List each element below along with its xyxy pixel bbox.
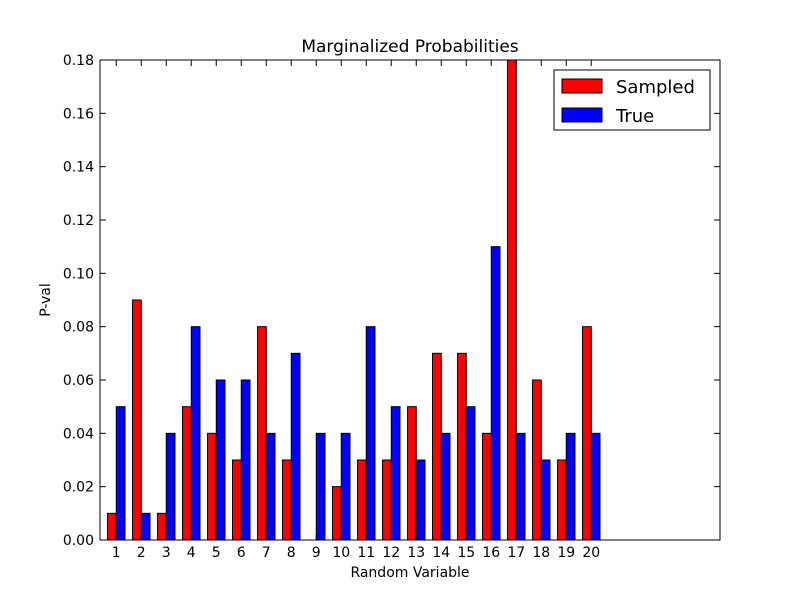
x-tick-label: 17: [507, 545, 525, 561]
bar-true-6: [240, 379, 251, 541]
bar-sampled-3: [157, 512, 167, 541]
bar-sampled-14: [432, 352, 442, 541]
y-tick-label: 0.16: [63, 106, 94, 122]
bar-sampled-11: [357, 459, 367, 541]
bar-sampled-17: [507, 59, 517, 541]
y-axis-label: P-val: [38, 283, 54, 317]
x-axis-label: Random Variable: [350, 565, 469, 581]
bar-true-11: [365, 326, 376, 541]
x-tick-label: 13: [407, 545, 425, 561]
bar-true-19: [565, 432, 576, 541]
legend-swatch-true: [561, 107, 603, 123]
x-tick-label: 4: [187, 545, 196, 561]
x-tick-label: 3: [162, 545, 171, 561]
x-tick-label: 5: [212, 545, 221, 561]
y-tick-label: 0.08: [63, 320, 94, 336]
bar-true-15: [465, 406, 476, 541]
x-tick-label: 15: [457, 545, 475, 561]
bar-sampled-6: [232, 459, 242, 541]
bar-true-3: [165, 432, 176, 541]
x-tick-label: 6: [237, 545, 246, 561]
y-tick-label: 0.12: [63, 213, 94, 229]
bar-sampled-18: [532, 379, 542, 541]
bar-true-16: [490, 246, 501, 541]
x-tick-label: 12: [382, 545, 400, 561]
bar-true-14: [440, 432, 451, 541]
bar-sampled-15: [457, 352, 467, 541]
bar-true-13: [415, 459, 426, 541]
y-tick-label: 0.00: [63, 533, 94, 549]
x-tick-label: 8: [287, 545, 296, 561]
bar-sampled-2: [132, 299, 142, 541]
bar-sampled-4: [182, 406, 192, 541]
legend-label-true: True: [615, 106, 654, 127]
bar-sampled-7: [257, 326, 267, 541]
ticks-group: 0.00 0.02 0.04 0.06 0.08 0.10 0.12 0.14 0.16 0.18…: [63, 53, 720, 561]
legend-swatch-sampled: [561, 78, 603, 94]
bar-true-4: [190, 326, 201, 541]
x-tick-label: 9: [312, 545, 321, 561]
x-tick-label: 2: [137, 545, 146, 561]
bar-true-20: [590, 432, 601, 541]
x-tick-label: 16: [482, 545, 500, 561]
x-tick-label: 20: [582, 545, 600, 561]
y-tick-label: 0.18: [63, 53, 94, 69]
bar-true-12: [390, 406, 401, 541]
bar-true-17: [515, 432, 526, 541]
y-tick-label: 0.02: [63, 480, 94, 496]
bar-sampled-12: [382, 459, 392, 541]
bar-true-9: [315, 432, 326, 541]
chart-title: Marginalized Probabilities: [301, 37, 518, 57]
y-tick-label: 0.14: [63, 160, 94, 176]
plot-frame: [99, 59, 721, 541]
bar-sampled-19: [557, 459, 567, 541]
bar-true-18: [540, 459, 551, 541]
y-tick-label: 0.06: [63, 373, 94, 389]
bar-sampled-1: [107, 512, 117, 541]
bar-true-1: [115, 406, 126, 541]
y-tick-label: 0.10: [63, 266, 94, 282]
bar-true-7: [265, 432, 276, 541]
bar-true-5: [215, 379, 226, 541]
bar-true-10: [340, 432, 351, 541]
x-tick-label: 1: [112, 545, 121, 561]
bar-sampled-20: [582, 326, 592, 541]
bar-sampled-10: [332, 486, 342, 541]
x-tick-label: 18: [532, 545, 550, 561]
bar-true-8: [290, 352, 301, 541]
legend: Sampled True: [553, 69, 711, 131]
bar-sampled-5: [207, 432, 217, 541]
bar-sampled-13: [407, 406, 417, 541]
bar-sampled-8: [282, 459, 292, 541]
bar-true-2: [140, 512, 151, 541]
x-tick-label: 19: [557, 545, 575, 561]
x-tick-label: 14: [432, 545, 450, 561]
legend-label-sampled: Sampled: [616, 77, 695, 98]
x-tick-label: 11: [357, 545, 375, 561]
x-tick-label: 7: [262, 545, 271, 561]
bar-sampled-16: [482, 432, 492, 541]
x-tick-label: 10: [332, 545, 350, 561]
y-tick-label: 0.04: [63, 426, 94, 442]
